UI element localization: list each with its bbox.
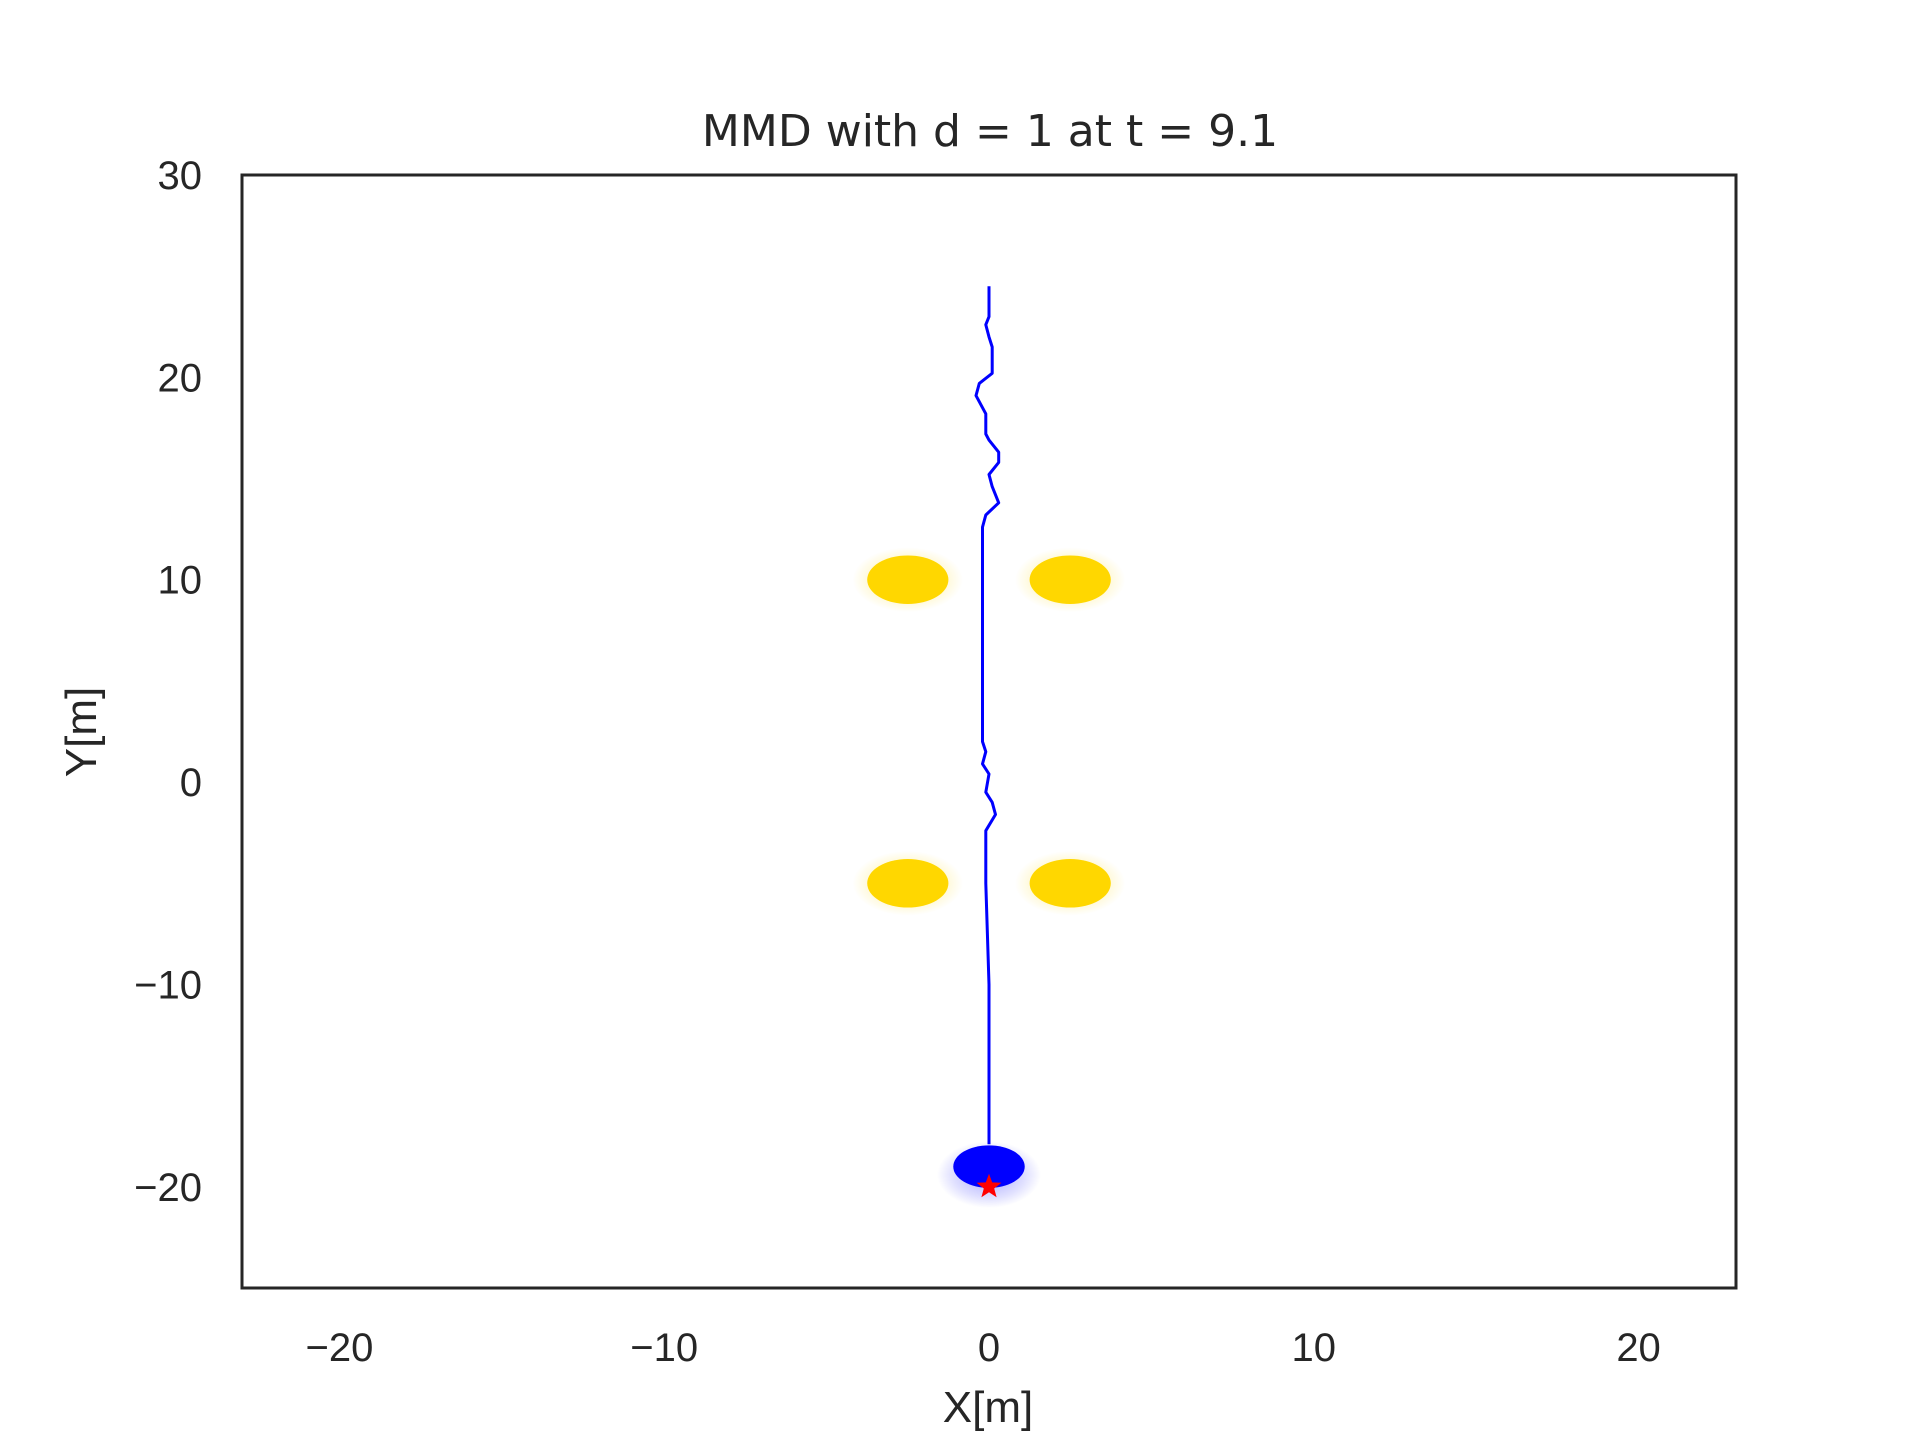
plot-frame <box>240 173 1738 1290</box>
x-axis-label: X[m] <box>943 1383 1033 1432</box>
x-tick-label: 0 <box>978 1326 1000 1370</box>
chart-title: MMD with d = 1 at t = 9.1 <box>702 106 1278 157</box>
y-axis-label: Y[m] <box>57 687 106 777</box>
y-tick-labels: −20 −10 0 10 20 30 <box>134 154 202 1210</box>
trajectory-line <box>974 286 1001 1145</box>
x-tick-labels: −20 −10 0 10 20 <box>306 1326 1661 1370</box>
obstacle <box>1029 555 1111 605</box>
plot-area <box>852 286 1126 1208</box>
obstacle <box>867 555 949 605</box>
y-tick-label: 0 <box>180 761 202 805</box>
x-tick-label: 20 <box>1616 1326 1661 1370</box>
obstacle <box>867 858 949 908</box>
x-tick-label: −20 <box>306 1326 374 1370</box>
x-tick-label: 10 <box>1292 1326 1337 1370</box>
y-tick-label: −10 <box>134 963 202 1007</box>
goal-star-marker <box>976 1173 1002 1198</box>
obstacle <box>1029 858 1111 908</box>
y-tick-label: 20 <box>158 356 203 400</box>
y-tick-label: 30 <box>158 154 203 198</box>
y-tick-label: 10 <box>158 559 203 603</box>
agent <box>953 1145 1025 1188</box>
x-tick-label: −10 <box>630 1326 698 1370</box>
y-tick-label: −20 <box>134 1166 202 1210</box>
